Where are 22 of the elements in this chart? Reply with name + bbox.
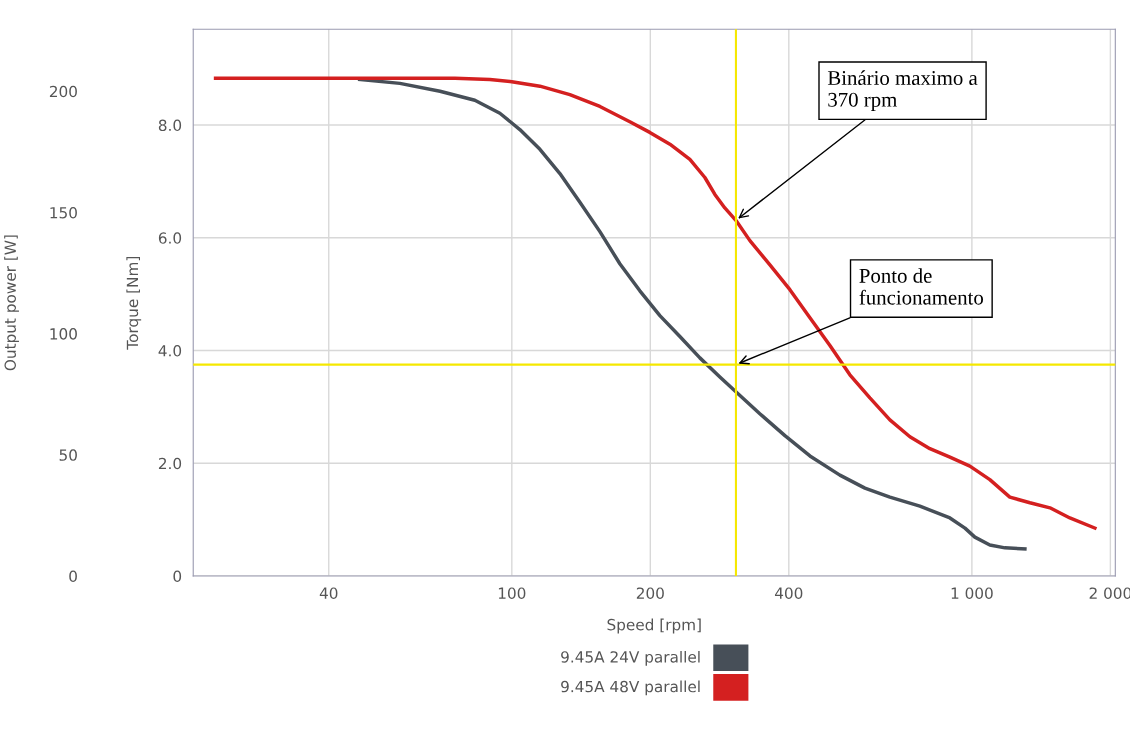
y-tick-label: 2.0 (158, 457, 182, 470)
y2-tick-label: 0 (69, 570, 77, 583)
y2-axis-title: Output power [W] (4, 235, 19, 371)
y2-tick-label: 50 (59, 449, 77, 461)
y2-tick-label: 100 (50, 328, 77, 340)
x-tick-label: 400 (774, 587, 803, 599)
y2-tick-label: 150 (50, 206, 77, 219)
x-tick-label: 200 (636, 587, 664, 599)
y-axis-title: Torque [Nm] (126, 256, 142, 350)
y-tick-label: 0 (173, 570, 182, 583)
annotation: Binário maximo a 370 rpm (827, 70, 978, 112)
y-tick-label: 4.0 (158, 345, 182, 357)
y-tick-label: 6.0 (158, 232, 182, 244)
x-axis-title: Speed [rpm] (607, 618, 701, 634)
y2-tick-label: 200 (49, 85, 77, 98)
legend-label: 9.45A 24V parallel (561, 650, 700, 666)
x-tick-label: 100 (498, 587, 526, 599)
x-tick-label: 40 (319, 587, 338, 599)
annotation: Ponto de funcionamento (859, 268, 984, 305)
y-tick-label: 8.0 (158, 119, 182, 132)
legend-label: 9.45A 48V parallel (561, 680, 700, 696)
x-tick-label: 1 000 (951, 587, 993, 599)
